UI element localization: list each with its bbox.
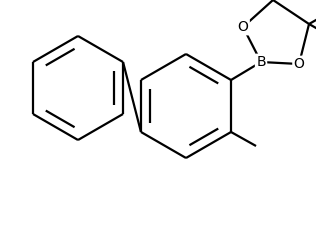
Text: B: B [256,55,266,69]
Text: O: O [294,57,305,71]
Text: O: O [238,20,248,34]
